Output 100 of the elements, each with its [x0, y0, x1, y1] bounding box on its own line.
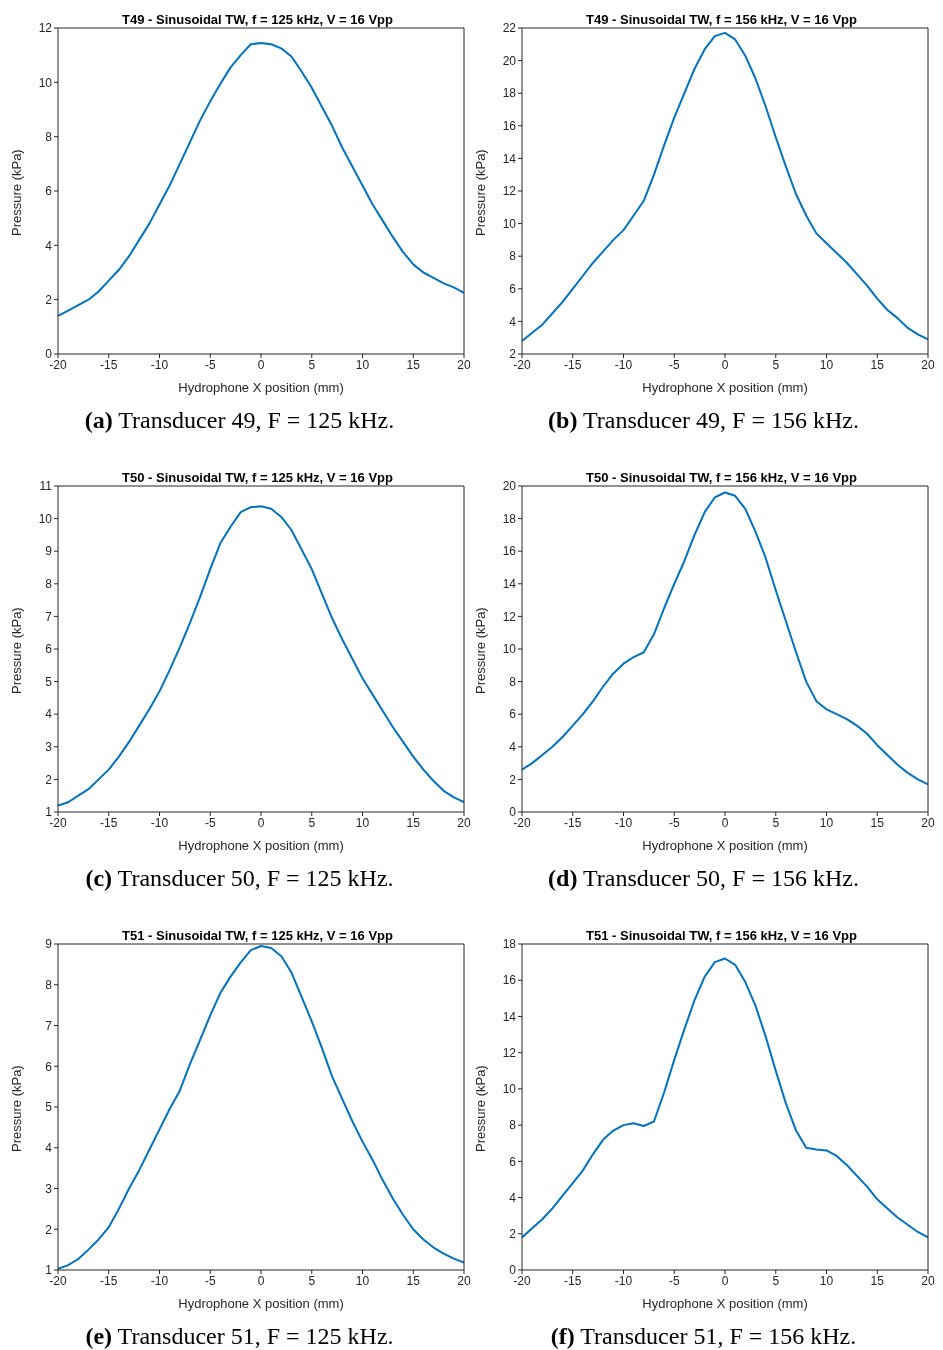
y-tick-label: 16 [502, 973, 517, 988]
y-tick-label: 8 [45, 129, 53, 144]
y-tick-label: 7 [45, 1018, 53, 1033]
x-tick-label: 10 [355, 1273, 370, 1288]
y-tick-label: 2 [45, 292, 53, 307]
x-axis-title: Hydrophone X position (mm) [178, 1296, 344, 1311]
y-tick-label: 16 [502, 119, 517, 134]
x-tick-label: 10 [819, 1273, 834, 1288]
text: (b) Transducer 49, F = 156 kHz. [547, 406, 860, 435]
chart-title: T49 - Sinusoidal TW, f = 125 kHz, V = 16 Vpp [122, 12, 394, 27]
x-tick-label: -15 [100, 1273, 118, 1288]
x-tick-label: -15 [100, 815, 118, 830]
x-axis-title: Hydrophone X position (mm) [642, 380, 808, 395]
y-tick-label: 10 [38, 511, 53, 526]
y-tick-label: 8 [509, 249, 517, 264]
x-tick-label: 15 [870, 357, 885, 372]
y-tick-label: 8 [509, 1118, 517, 1133]
line-series [522, 31, 928, 342]
y-tick-label: 16 [502, 544, 517, 559]
y-tick-label: 12 [502, 184, 517, 199]
y-tick-label: 6 [509, 707, 517, 722]
x-tick-label: 20 [921, 1273, 935, 1288]
x-tick-label: 10 [355, 815, 370, 830]
x-tick-label: 5 [308, 357, 316, 372]
chart-title: T50 - Sinusoidal TW, f = 156 kHz, V = 16 Vpp [586, 470, 858, 485]
x-axis-title: Hydrophone X position (mm) [178, 380, 344, 395]
y-tick-label: 5 [45, 674, 53, 689]
x-tick-label: 15 [406, 1273, 421, 1288]
y-tick-label: 6 [45, 184, 53, 199]
y-tick-label: 4 [509, 740, 517, 755]
y-tick-label: 12 [38, 21, 53, 36]
y-tick-label: 7 [45, 609, 53, 624]
x-axis-title: Hydrophone X position (mm) [178, 838, 344, 853]
x-tick-label: -10 [614, 357, 633, 372]
y-tick-label: 11 [39, 479, 53, 494]
x-tick-label: 0 [721, 357, 729, 372]
y-tick-label: 2 [45, 772, 53, 787]
x-tick-label: 5 [308, 1273, 316, 1288]
y-axis-title: Pressure (kPa) [8, 149, 24, 236]
y-tick-label: 22 [502, 21, 517, 36]
x-tick-label: 0 [257, 1273, 265, 1288]
y-tick-label: 6 [509, 282, 517, 297]
x-tick-label: 15 [406, 357, 421, 372]
text: (f) Transducer 51, F = 156 kHz. [549, 1322, 858, 1350]
x-tick-label: -10 [150, 1273, 169, 1288]
y-tick-label: 4 [45, 238, 53, 253]
x-tick-label: 10 [819, 815, 834, 830]
x-tick-label: -15 [564, 357, 582, 372]
x-tick-label: 0 [257, 357, 265, 372]
x-tick-label: -5 [668, 815, 680, 830]
x-tick-label: 15 [870, 1273, 885, 1288]
text: (a) Transducer 49, F = 125 kHz. [83, 406, 396, 435]
y-tick-label: 8 [45, 577, 53, 592]
x-tick-label: 15 [870, 815, 885, 830]
y-tick-label: 18 [502, 937, 517, 952]
y-tick-label: 10 [502, 216, 517, 231]
x-tick-label: 20 [921, 815, 935, 830]
y-tick-label: 10 [38, 75, 53, 90]
y-tick-label: 2 [45, 1222, 53, 1237]
y-tick-label: 4 [509, 1190, 517, 1205]
y-tick-label: 10 [502, 1082, 517, 1097]
x-tick-label: -5 [204, 815, 216, 830]
y-tick-label: 3 [45, 1181, 53, 1196]
line-series [58, 505, 464, 807]
y-tick-label: 20 [502, 53, 517, 68]
y-axis-title: Pressure (kPa) [472, 1065, 488, 1152]
y-tick-label: 10 [502, 642, 517, 657]
x-tick-label: 5 [772, 815, 780, 830]
x-tick-label: 0 [721, 1273, 729, 1288]
x-tick-label: -10 [150, 357, 169, 372]
y-tick-label: 4 [45, 707, 53, 722]
y-tick-label: 3 [45, 740, 53, 755]
x-tick-label: -15 [100, 357, 118, 372]
text: (c) Transducer 50, F = 125 kHz. [84, 864, 395, 893]
y-tick-label: 6 [45, 642, 53, 657]
y-axis-title: Pressure (kPa) [472, 149, 488, 236]
y-tick-label: 18 [502, 86, 517, 101]
y-tick-label: 9 [45, 937, 53, 952]
y-tick-label: 2 [509, 772, 517, 787]
x-tick-label: 20 [921, 357, 935, 372]
y-tick-label: 6 [45, 1059, 53, 1074]
y-tick-label: 4 [45, 1141, 53, 1156]
line-series [522, 957, 928, 1239]
x-tick-label: -10 [150, 815, 169, 830]
y-tick-label: 2 [509, 1227, 517, 1242]
x-tick-label: -5 [668, 1273, 680, 1288]
y-tick-label: 4 [509, 314, 517, 329]
y-tick-label: 8 [509, 674, 517, 689]
y-tick-label: 14 [502, 577, 517, 592]
y-tick-label: 18 [502, 511, 517, 526]
x-tick-label: 5 [772, 1273, 780, 1288]
y-tick-label: 20 [502, 479, 517, 494]
x-tick-label: -5 [204, 1273, 216, 1288]
y-axis-title: Pressure (kPa) [8, 607, 24, 694]
y-tick-label: 5 [45, 1100, 53, 1115]
y-axis-title: Pressure (kPa) [472, 607, 488, 694]
line-series [58, 41, 464, 317]
x-tick-label: 5 [772, 357, 780, 372]
text: (e) Transducer 51, F = 125 kHz. [84, 1322, 395, 1350]
chart-title: T51 - Sinusoidal TW, f = 156 kHz, V = 16 Vpp [586, 928, 858, 943]
